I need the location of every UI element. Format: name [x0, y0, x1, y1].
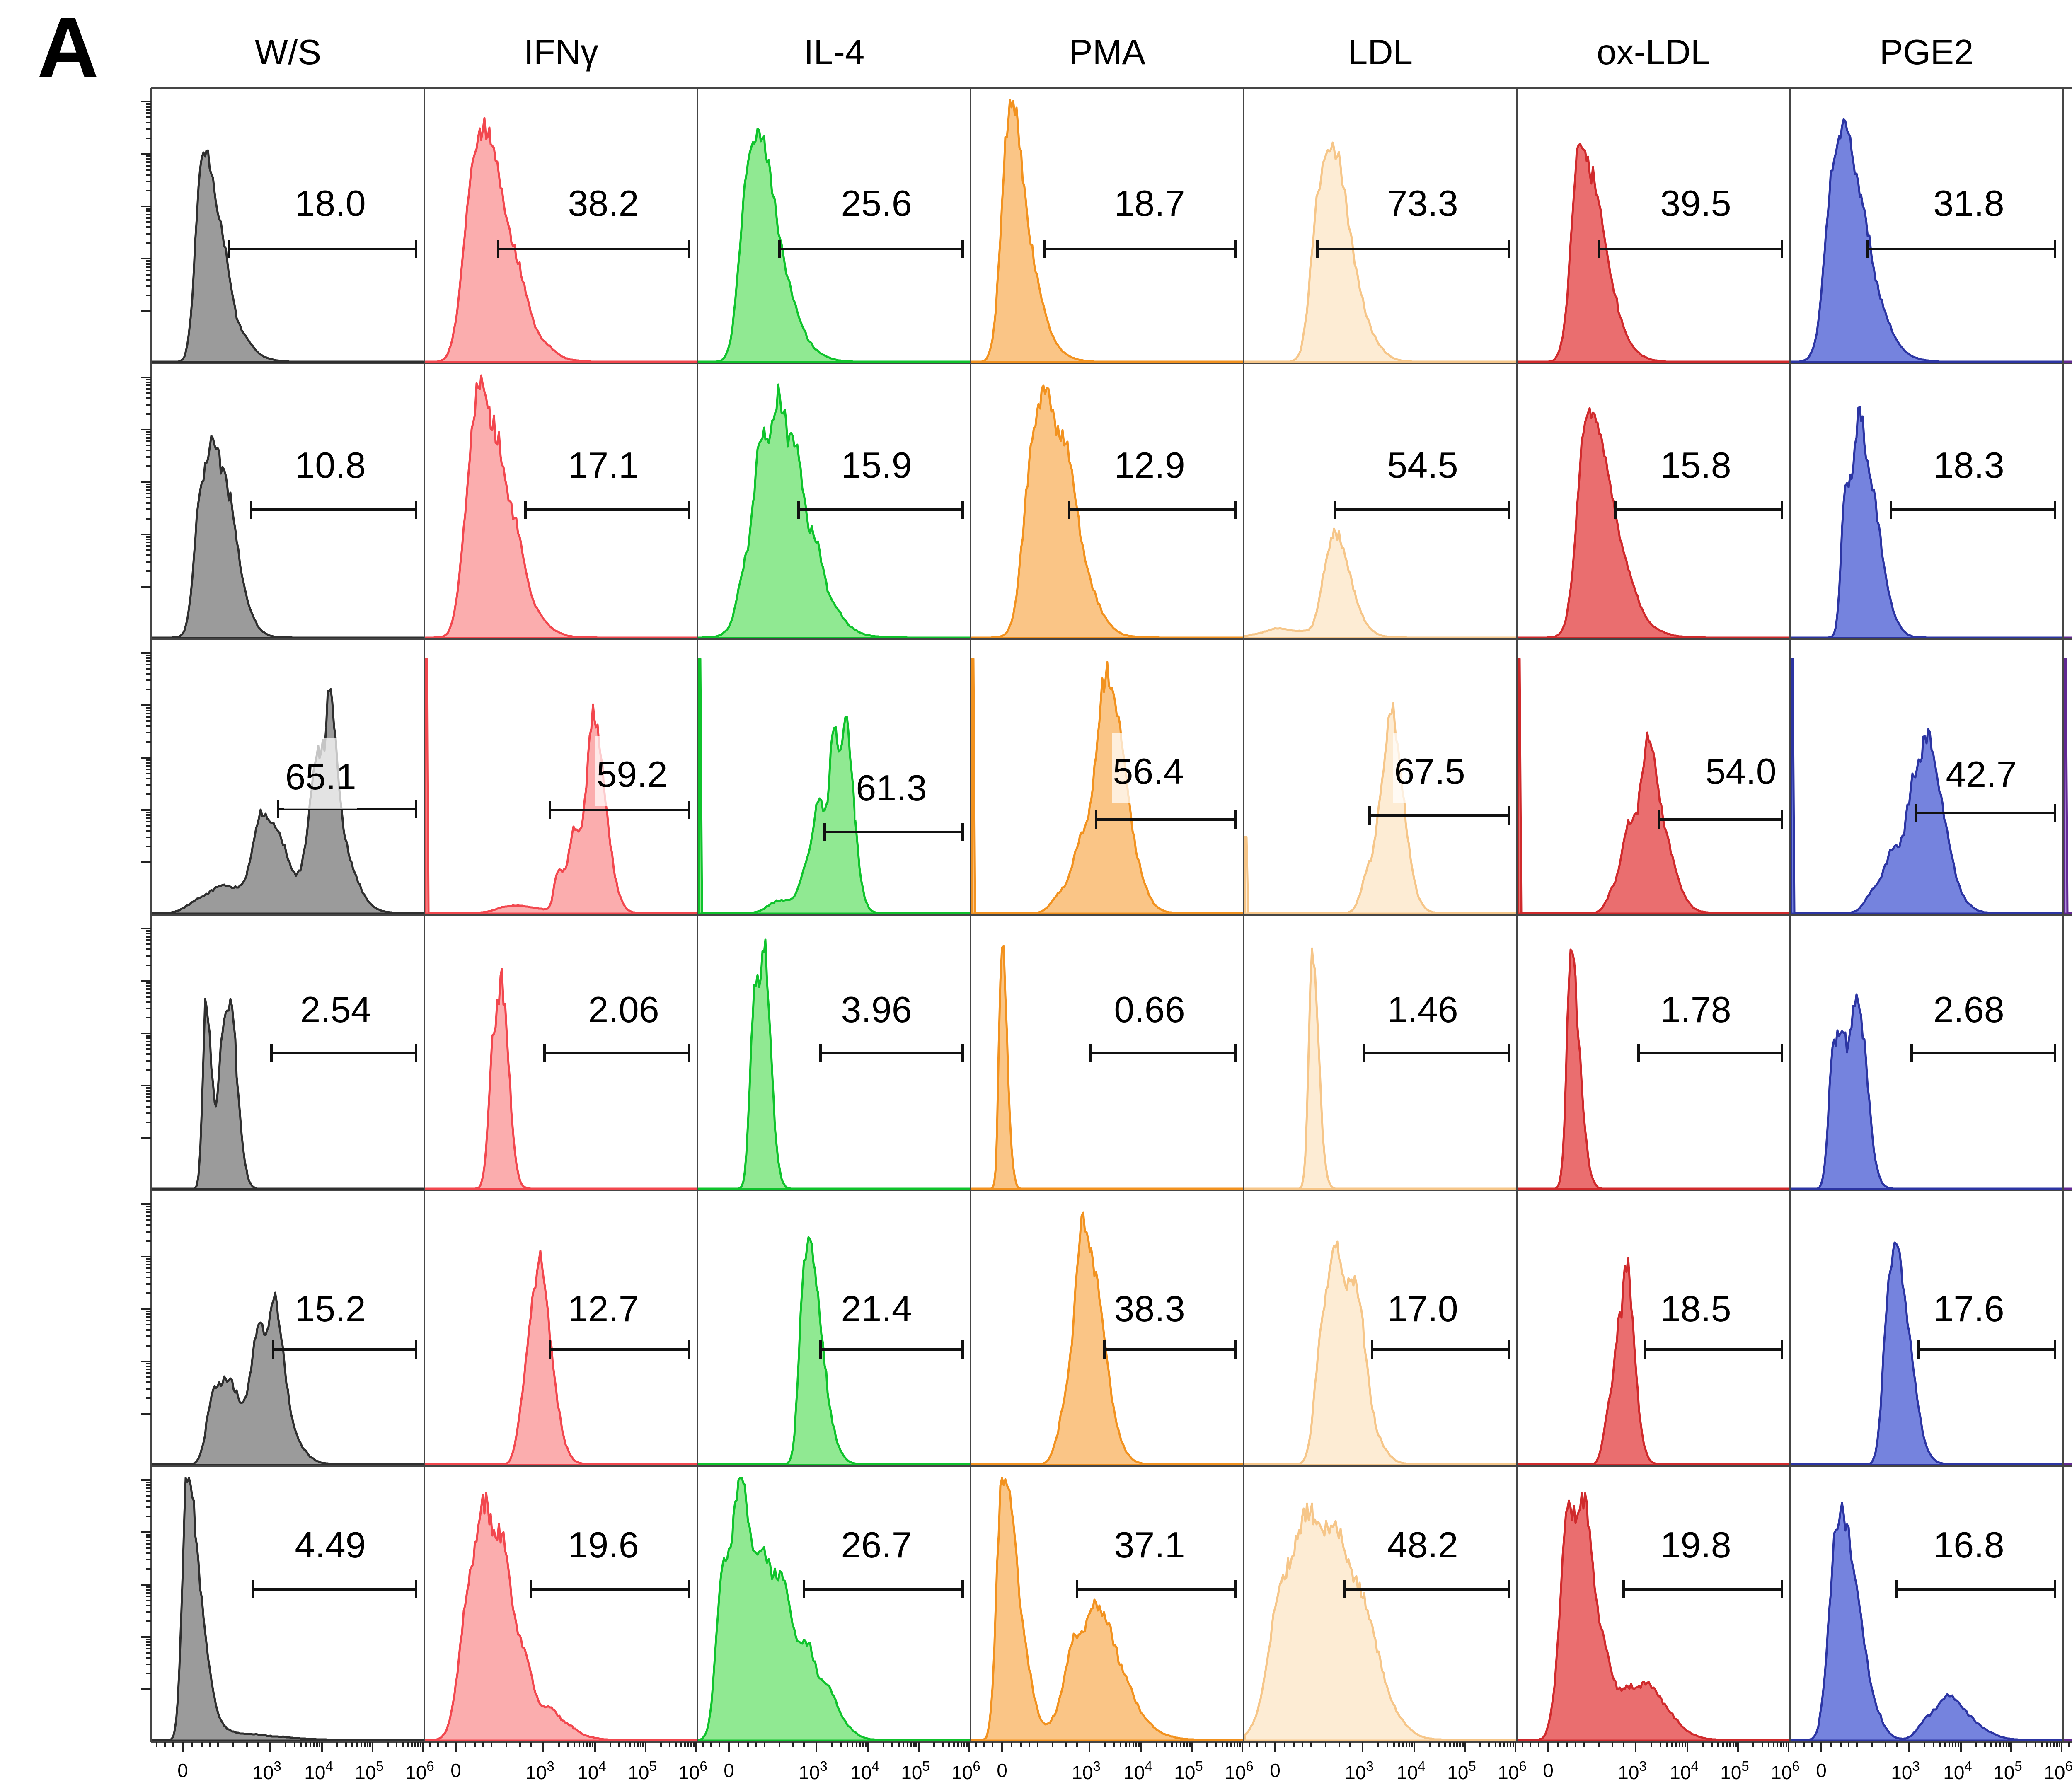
svg-text:73.3: 73.3: [1387, 183, 1458, 224]
svg-text:37.1: 37.1: [1114, 1524, 1185, 1565]
svg-text:IL-4: IL-4: [804, 33, 864, 72]
svg-text:12.7: 12.7: [568, 1288, 639, 1329]
svg-text:ox-LDL: ox-LDL: [1597, 33, 1710, 72]
svg-text:IFNγ: IFNγ: [524, 33, 598, 72]
svg-text:25.6: 25.6: [841, 183, 912, 224]
svg-text:61.3: 61.3: [856, 767, 927, 808]
svg-text:54.5: 54.5: [1387, 445, 1458, 486]
svg-text:18.3: 18.3: [1933, 445, 2004, 486]
svg-text:17.6: 17.6: [1933, 1288, 2004, 1329]
svg-text:105: 105: [628, 1758, 657, 1783]
svg-text:19.6: 19.6: [568, 1524, 639, 1565]
svg-text:0.66: 0.66: [1114, 989, 1185, 1030]
svg-text:48.2: 48.2: [1387, 1524, 1458, 1565]
svg-text:18.5: 18.5: [1660, 1288, 1731, 1329]
svg-text:31.8: 31.8: [1933, 183, 2004, 224]
svg-text:19.8: 19.8: [1660, 1524, 1731, 1565]
svg-text:38.2: 38.2: [568, 183, 639, 224]
svg-text:10.8: 10.8: [295, 445, 366, 486]
svg-text:104: 104: [1123, 1758, 1152, 1783]
svg-text:0: 0: [177, 1760, 188, 1781]
svg-text:1.46: 1.46: [1387, 989, 1458, 1030]
svg-text:17.0: 17.0: [1387, 1288, 1458, 1329]
svg-text:15.2: 15.2: [295, 1288, 366, 1329]
svg-text:0: 0: [1816, 1760, 1827, 1781]
svg-text:PMA: PMA: [1069, 33, 1146, 72]
svg-text:A: A: [37, 0, 99, 95]
svg-text:26.7: 26.7: [841, 1524, 912, 1565]
svg-text:21.4: 21.4: [841, 1288, 912, 1329]
svg-text:PGE2: PGE2: [1880, 33, 1974, 72]
svg-text:0: 0: [724, 1760, 734, 1781]
svg-text:42.7: 42.7: [1946, 754, 2016, 795]
svg-text:LDL: LDL: [1348, 33, 1413, 72]
svg-text:15.9: 15.9: [841, 445, 912, 486]
svg-text:18.0: 18.0: [295, 183, 366, 224]
svg-text:0: 0: [1543, 1760, 1554, 1781]
svg-text:16.8: 16.8: [1933, 1524, 2004, 1565]
svg-text:56.4: 56.4: [1113, 751, 1184, 792]
svg-text:65.1: 65.1: [285, 756, 356, 797]
svg-text:0: 0: [1270, 1760, 1280, 1781]
svg-text:105: 105: [1993, 1758, 2022, 1783]
svg-text:2.54: 2.54: [300, 989, 371, 1030]
svg-text:0: 0: [997, 1760, 1007, 1781]
svg-text:1.78: 1.78: [1660, 989, 1731, 1030]
svg-text:15.8: 15.8: [1660, 445, 1731, 486]
svg-text:W/S: W/S: [255, 33, 322, 72]
svg-text:2.06: 2.06: [588, 989, 659, 1030]
svg-text:17.1: 17.1: [568, 445, 639, 486]
svg-text:4.49: 4.49: [295, 1524, 366, 1565]
svg-text:12.9: 12.9: [1114, 445, 1185, 486]
svg-text:3.96: 3.96: [841, 989, 912, 1030]
svg-text:59.2: 59.2: [596, 754, 667, 795]
svg-text:39.5: 39.5: [1660, 183, 1731, 224]
svg-text:54.0: 54.0: [1705, 751, 1776, 792]
svg-text:67.5: 67.5: [1394, 751, 1465, 792]
svg-text:18.7: 18.7: [1114, 183, 1185, 224]
svg-text:38.3: 38.3: [1114, 1288, 1185, 1329]
svg-text:0: 0: [450, 1760, 461, 1781]
svg-text:2.68: 2.68: [1933, 989, 2004, 1030]
